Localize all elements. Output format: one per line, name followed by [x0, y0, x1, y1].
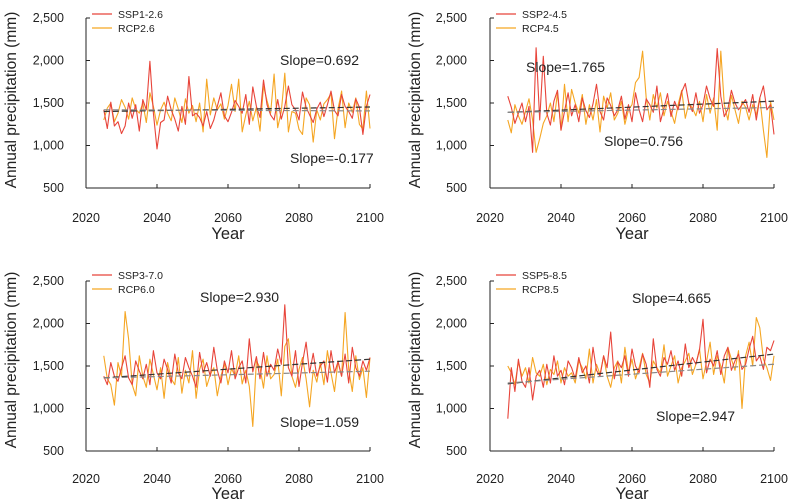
panel-ssp3-7.0: Annual precipitation (mm) Year 500 1,000…: [3, 270, 384, 503]
legend: SSP1-2.6 RCP2.6: [92, 9, 163, 35]
y-tick-label: 500: [446, 181, 467, 195]
legend-label-ssp: SSP3-7.0: [118, 270, 163, 282]
y-tick-label: 500: [446, 444, 467, 458]
x-tick-label: 2100: [356, 211, 384, 225]
y-tick-label: 500: [43, 444, 64, 458]
trend-line-rcp: [103, 370, 371, 379]
series-line-ssp3-7.0: [103, 304, 371, 388]
x-axis-label: Year: [615, 485, 649, 503]
slope-annotation-rcp: Slope=0.756: [604, 133, 683, 149]
y-tick-label: 2,000: [436, 317, 467, 331]
y-axis-label: Annual precipitation (mm): [3, 272, 20, 449]
y-axis-label: Annual precipitation (mm): [3, 12, 20, 189]
slope-annotation-ssp: Slope=1.765: [526, 59, 605, 75]
x-tick-label: 2080: [285, 472, 313, 486]
plot-area: [85, 280, 371, 452]
y-tick-label: 2,500: [436, 11, 467, 25]
y-tick-label: 1,500: [436, 96, 467, 110]
slope-annotation-ssp: Slope=2.930: [200, 289, 279, 305]
x-tick-label: 2020: [476, 211, 504, 225]
y-tick-label: 1,500: [33, 359, 64, 373]
legend-label-rcp: RCP4.5: [522, 23, 559, 35]
legend-label-ssp: SSP1-2.6: [118, 9, 163, 21]
y-tick-label: 1,500: [33, 96, 64, 110]
legend: SSP2-4.5 RCP4.5: [496, 9, 567, 35]
legend-label-ssp: SSP2-4.5: [522, 9, 567, 21]
y-tick-label: 1,000: [33, 402, 64, 416]
legend-label-rcp: RCP6.0: [118, 284, 155, 296]
y-axis-label: Annual precipitation (mm): [407, 272, 424, 449]
slope-annotation-ssp: Slope=4.665: [632, 290, 711, 306]
x-tick-label: 2060: [618, 472, 646, 486]
x-axis-label: Year: [211, 225, 245, 243]
y-tick-label: 1,000: [436, 402, 467, 416]
y-tick-label: 2,000: [33, 54, 64, 68]
x-axis-label: Year: [211, 485, 245, 503]
x-tick-label: 2080: [689, 211, 717, 225]
y-tick-label: 2,500: [436, 274, 467, 288]
panel-ssp5-8.5: Annual precipitation (mm) Year 500 1,000…: [407, 270, 788, 503]
x-tick-label: 2040: [143, 472, 171, 486]
y-tick-label: 1,500: [436, 359, 467, 373]
legend-label-rcp: RCP8.5: [522, 284, 559, 296]
series-line-ssp5-8.5: [507, 318, 775, 419]
x-tick-label: 2080: [285, 211, 313, 225]
panel-ssp1-2.6: Annual precipitation (mm) Year 500 1,000…: [3, 9, 384, 243]
x-tick-label: 2100: [356, 472, 384, 486]
series-line-ssp2-4.5: [507, 47, 775, 153]
y-tick-label: 1,000: [436, 139, 467, 153]
x-tick-label: 2100: [760, 211, 788, 225]
trend-line-ssp: [103, 106, 371, 113]
slope-annotation-rcp: Slope=-0.177: [290, 150, 374, 166]
trend-line-rcp: [103, 109, 371, 112]
x-tick-label: 2040: [143, 211, 171, 225]
x-tick-label: 2060: [214, 472, 242, 486]
x-tick-label: 2040: [547, 211, 575, 225]
y-tick-label: 2,000: [33, 317, 64, 331]
x-tick-label: 2020: [72, 472, 100, 486]
slope-annotation-rcp: Slope=1.059: [280, 414, 359, 430]
y-tick-label: 2,500: [33, 11, 64, 25]
series-line-rcp6.0: [103, 311, 371, 427]
y-tick-label: 1,000: [33, 139, 64, 153]
x-tick-label: 2080: [689, 472, 717, 486]
y-axis-label: Annual precipitation (mm): [407, 12, 424, 189]
x-tick-label: 2040: [547, 472, 575, 486]
x-tick-label: 2020: [72, 211, 100, 225]
x-tick-label: 2020: [476, 472, 504, 486]
y-tick-label: 2,000: [436, 54, 467, 68]
x-tick-label: 2060: [618, 211, 646, 225]
legend: SSP3-7.0 RCP6.0: [92, 270, 163, 296]
plot-area: [85, 17, 371, 189]
series-line-rcp2.6: [103, 72, 371, 143]
plot-area: [489, 17, 775, 189]
x-tick-label: 2060: [214, 211, 242, 225]
trend-line-rcp: [507, 106, 775, 113]
slope-annotation-rcp: Slope=2.947: [656, 408, 735, 424]
legend-label-ssp: SSP5-8.5: [522, 270, 567, 282]
x-axis-label: Year: [615, 225, 649, 243]
plot-area: [489, 280, 775, 452]
legend: SSP5-8.5 RCP8.5: [496, 270, 567, 296]
x-tick-label: 2100: [760, 472, 788, 486]
panel-ssp2-4.5: Annual precipitation (mm) Year 500 1,000…: [407, 9, 788, 243]
slope-annotation-ssp: Slope=0.692: [280, 52, 359, 68]
legend-label-rcp: RCP2.6: [118, 23, 155, 35]
y-tick-label: 2,500: [33, 274, 64, 288]
y-tick-label: 500: [43, 181, 64, 195]
